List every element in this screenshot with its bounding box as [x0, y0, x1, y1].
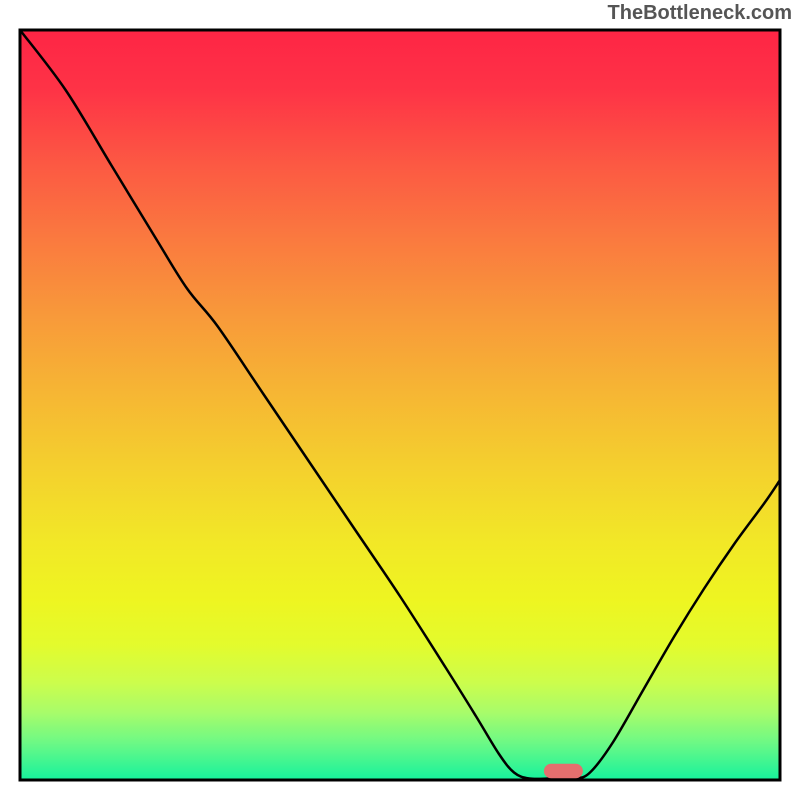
watermark-text: TheBottleneck.com [608, 2, 792, 25]
chart-canvas [0, 0, 800, 800]
bottleneck-chart: TheBottleneck.com [0, 0, 800, 800]
gradient-background [20, 30, 780, 780]
optimal-marker [544, 764, 582, 778]
